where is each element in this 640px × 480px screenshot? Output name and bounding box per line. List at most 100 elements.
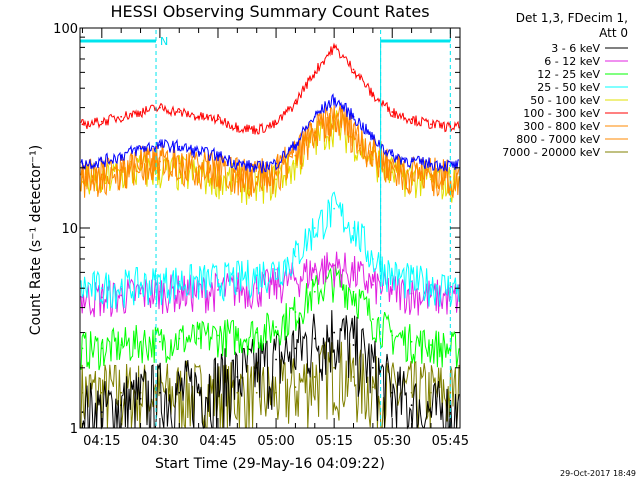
data-point <box>430 123 432 126</box>
series-5 <box>80 42 460 135</box>
data-point <box>236 376 239 378</box>
data-point <box>81 162 84 165</box>
data-point <box>294 102 297 105</box>
data-point <box>275 358 277 361</box>
y-tick-label: 1 <box>70 422 78 437</box>
data-point <box>275 391 277 394</box>
chart-title: HESSI Observing Summary Count Rates <box>110 2 429 21</box>
series-line-3 <box>80 191 460 310</box>
data-point <box>158 391 161 394</box>
data-point <box>275 162 277 165</box>
data-point <box>391 171 394 174</box>
data-point <box>255 391 258 394</box>
data-point <box>255 176 258 178</box>
data-point <box>217 154 219 157</box>
plot-area <box>80 42 460 430</box>
data-point <box>352 290 355 293</box>
data-point <box>410 391 413 394</box>
data-point <box>371 258 374 260</box>
data-point <box>410 118 413 121</box>
data-point <box>178 145 181 148</box>
data-point <box>449 126 452 128</box>
data-point <box>100 347 103 350</box>
data-point <box>313 290 316 293</box>
x-tick-label: 05:30 <box>374 434 411 449</box>
data-point <box>371 283 374 286</box>
data-point <box>178 280 181 283</box>
data-point <box>100 160 103 163</box>
data-point <box>275 283 277 286</box>
data-point <box>255 287 258 290</box>
data-point <box>294 255 297 258</box>
data-point <box>100 296 103 299</box>
series-0 <box>81 310 460 430</box>
data-point <box>255 331 258 334</box>
data-point <box>275 268 277 271</box>
data-point <box>255 166 258 169</box>
data-point <box>100 120 103 123</box>
data-point <box>100 391 103 394</box>
data-point <box>81 347 84 350</box>
data-point <box>410 340 413 343</box>
data-point <box>81 123 84 126</box>
legend-label: 800 - 7000 keV <box>516 133 600 146</box>
data-point <box>391 274 394 277</box>
legend-label: 6 - 12 keV <box>544 55 600 68</box>
series-line-blue <box>80 93 460 174</box>
data-point <box>255 128 258 131</box>
legend-label: 3 - 6 keV <box>551 42 600 55</box>
data-point <box>158 290 161 293</box>
data-point <box>430 344 432 346</box>
data-point <box>120 344 123 346</box>
series-blue <box>80 93 460 174</box>
series-line-5 <box>80 42 460 135</box>
data-point <box>139 283 142 286</box>
data-point <box>139 147 142 150</box>
timestamp: 29-Oct-2017 18:49 <box>560 469 636 478</box>
data-point <box>352 227 355 229</box>
data-point <box>120 285 123 288</box>
data-point <box>391 391 394 394</box>
data-point <box>313 131 316 134</box>
data-point <box>294 154 297 157</box>
data-point <box>139 397 142 400</box>
data-point <box>236 162 239 165</box>
data-point <box>333 46 336 49</box>
data-point <box>255 366 258 369</box>
data-point <box>313 337 316 340</box>
data-point <box>139 292 142 295</box>
data-point <box>178 391 181 394</box>
series-line-0 <box>81 310 460 430</box>
data-point <box>120 294 123 297</box>
data-point <box>294 277 297 280</box>
data-point <box>178 290 181 293</box>
data-point <box>139 340 142 343</box>
data-point <box>313 115 316 118</box>
data-point <box>275 171 277 174</box>
data-point <box>217 289 219 291</box>
data-point <box>391 166 394 169</box>
series-line-1 <box>80 251 460 318</box>
x-tick-label: 05:00 <box>257 434 294 449</box>
data-point <box>391 154 394 157</box>
data-point <box>236 173 239 176</box>
data-point <box>371 94 374 97</box>
legend-label: 100 - 300 keV <box>523 107 600 120</box>
data-point <box>197 151 200 153</box>
data-point <box>81 411 84 414</box>
legend-label: 25 - 50 keV <box>537 81 600 94</box>
series-line-6 <box>80 104 460 199</box>
data-point <box>217 334 219 337</box>
plot-frame <box>79 27 461 429</box>
series-7 <box>80 105 460 197</box>
data-point <box>352 344 355 346</box>
data-point <box>410 171 413 174</box>
legend-label: 300 - 800 keV <box>523 120 600 133</box>
data-point <box>236 391 239 394</box>
data-point <box>333 98 336 101</box>
legend-label: 7000 - 20000 keV <box>502 146 600 159</box>
series-line-7 <box>80 105 460 197</box>
data-point <box>430 391 432 394</box>
